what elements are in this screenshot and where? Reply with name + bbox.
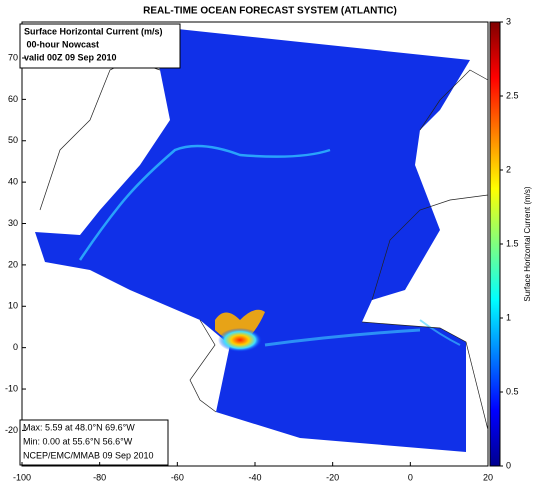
y-tick-label: 10 [8,301,18,311]
stats-line: NCEP/EMC/MMAB 09 Sep 2010 [23,450,154,460]
x-tick-label: -100 [13,472,31,482]
y-tick-label: 70 [8,52,18,62]
info-line: 00-hour Nowcast [24,39,99,49]
y-tick-label: 0 [13,342,18,352]
y-tick-label: 20 [8,259,18,269]
colorbar [489,21,501,467]
x-tick-label: -40 [248,472,261,482]
equatorial-current [264,328,421,347]
x-tick-label: -60 [171,472,184,482]
equatorial-current [419,319,461,346]
colorbar-tick-label: 3 [506,16,511,26]
colorbar-tick-label: 1.5 [506,238,519,248]
y-tick-label: 50 [8,135,18,145]
gulf-stream [78,144,331,261]
stats-line: Max: 5.59 at 48.0°N 69.6°W [23,422,135,432]
colorbar-tick-label: 2 [506,164,511,174]
info-box [19,23,181,69]
y-tick-label: 40 [8,177,18,187]
ocean [35,25,470,452]
colorbar-tick-label: 2.5 [506,90,519,100]
title: REAL-TIME OCEAN FORECAST SYSTEM (ATLANTI… [143,6,397,17]
y-tick-label: 30 [8,218,18,228]
x-tick-label: -80 [93,472,106,482]
x-tick-label: 0 [408,472,413,482]
colorbar-label: Surface Horizontal Current (m/s) [523,186,532,301]
x-tick-label: -20 [326,472,339,482]
stats-box [19,419,169,466]
x-tick-label: 20 [483,472,493,482]
colorbar-tick-label: 0.5 [506,386,519,396]
colorbar-tick-label: 0 [506,460,511,470]
ocean-field [35,25,470,452]
stats-line: Min: 0.00 at 55.6°N 56.6°W [23,436,133,446]
y-tick-label: 60 [8,94,18,104]
current-hotspot [218,328,262,352]
info-line: valid 00Z 09 Sep 2010 [24,52,117,62]
y-tick-label: -10 [5,383,18,393]
y-tick-label: -20 [5,425,18,435]
colorbar-tick-label: 1 [506,312,511,322]
info-line: Surface Horizontal Current (m/s) [24,26,163,36]
